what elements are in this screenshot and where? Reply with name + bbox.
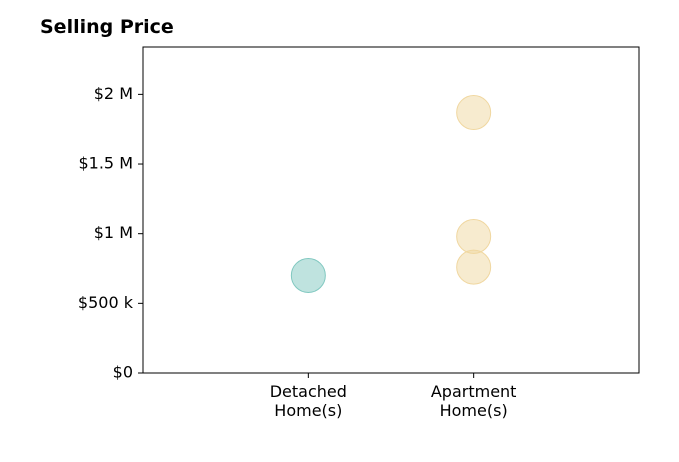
point <box>290 257 326 293</box>
y-tick-label: $1.5 M <box>78 154 133 173</box>
chart-title: Selling Price <box>40 16 174 38</box>
y-tick-label: $0 <box>113 363 133 382</box>
y-tick-label: $1 M <box>94 223 133 242</box>
x-tick-label: Apartment Home(s) <box>430 382 517 420</box>
y-tick-label: $500 k <box>78 293 134 312</box>
y-tick-label: $2 M <box>94 84 133 103</box>
x-tick-label: Detached Home(s) <box>269 382 347 420</box>
point <box>456 94 492 130</box>
point <box>456 249 492 285</box>
point <box>456 218 492 254</box>
plot-frame <box>142 46 640 374</box>
